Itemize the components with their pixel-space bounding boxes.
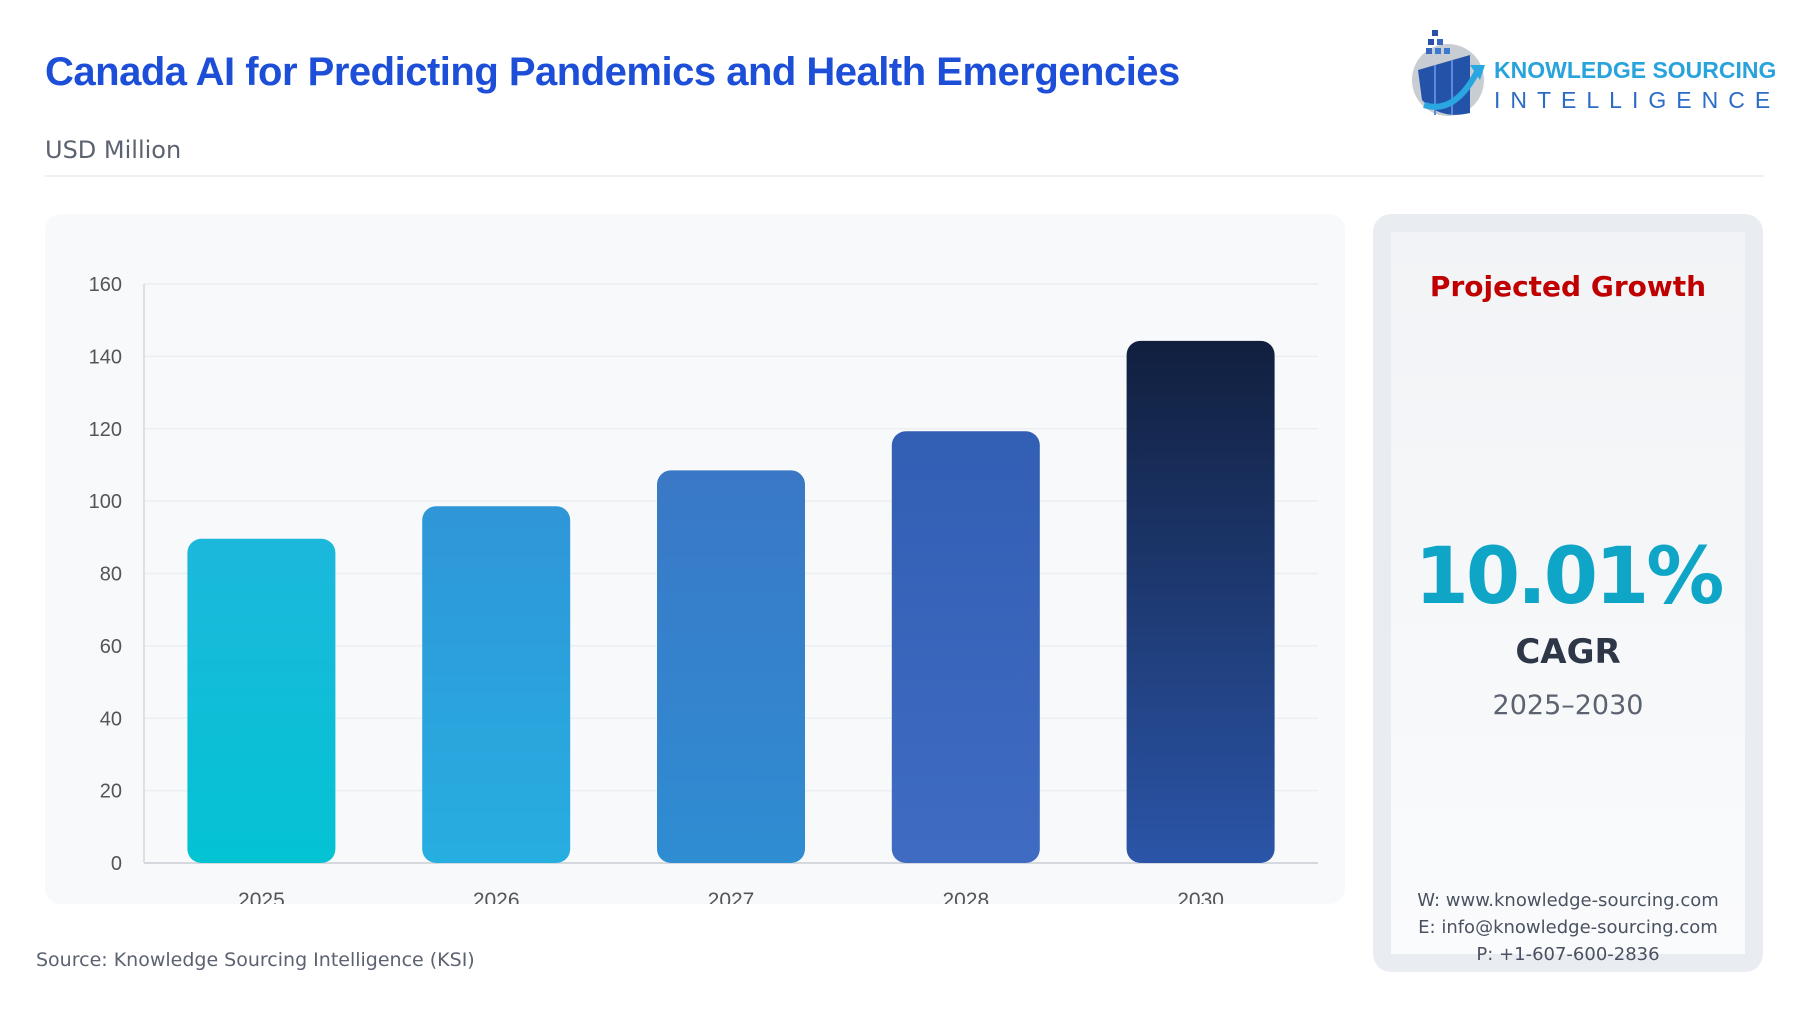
cagr-label: CAGR bbox=[1515, 632, 1621, 672]
y-tick-label: 80 bbox=[100, 564, 122, 586]
y-tick-label: 0 bbox=[111, 853, 122, 875]
chart-title: Canada AI for Predicting Pandemics and H… bbox=[45, 50, 1180, 94]
bar-2028 bbox=[891, 431, 1040, 863]
cagr-value: 10.01% bbox=[1414, 532, 1725, 622]
chart-card: 0 20 40 60 80 100 120 140 160 2025 2026 2027 2028 203… bbox=[45, 214, 1345, 904]
chart-subtitle: USD Million bbox=[45, 136, 182, 164]
x-tick-label: 2026 bbox=[473, 889, 520, 904]
website-text: W: www.knowledge-sourcing.com bbox=[1417, 890, 1719, 911]
bar-chart: 0 20 40 60 80 100 120 140 160 2025 2026 2027 2028 203… bbox=[89, 274, 1318, 904]
y-tick-label: 160 bbox=[89, 274, 122, 296]
y-tick-label: 140 bbox=[89, 346, 122, 368]
bar-2025 bbox=[187, 538, 336, 863]
cagr-period: 2025–2030 bbox=[1492, 690, 1644, 721]
bar-2027 bbox=[657, 470, 805, 863]
bar-2026 bbox=[422, 506, 571, 863]
x-tick-label: 2025 bbox=[238, 889, 285, 904]
email-text: E: info@knowledge-sourcing.com bbox=[1418, 917, 1718, 938]
phone-text: P: +1-607-600-2836 bbox=[1476, 944, 1660, 965]
header-divider bbox=[45, 175, 1764, 177]
logo-text-line1: KNOWLEDGE SOURCING bbox=[1494, 57, 1777, 83]
y-tick-label: 20 bbox=[100, 781, 122, 803]
source-note: Source: Knowledge Sourcing Intelligence … bbox=[36, 949, 475, 971]
growth-panel: Projected Growth 10.01% CAGR 2025–2030 W… bbox=[1373, 214, 1763, 972]
logo-globe-icon bbox=[1412, 30, 1485, 116]
logo-text-line2: INTELLIGENCE bbox=[1494, 87, 1781, 113]
projected-growth-heading: Projected Growth bbox=[1429, 270, 1707, 303]
x-tick-label: 2030 bbox=[1177, 889, 1224, 904]
x-tick-label: 2027 bbox=[708, 889, 755, 904]
y-tick-label: 40 bbox=[100, 708, 122, 730]
x-tick-label: 2028 bbox=[942, 889, 989, 904]
y-tick-label: 100 bbox=[89, 491, 122, 513]
bar-2030 bbox=[1126, 340, 1275, 863]
y-tick-label: 60 bbox=[100, 636, 122, 658]
y-tick-label: 120 bbox=[89, 419, 122, 441]
company-logo: KNOWLEDGE SOURCING INTELLIGENCE bbox=[1410, 25, 1776, 120]
